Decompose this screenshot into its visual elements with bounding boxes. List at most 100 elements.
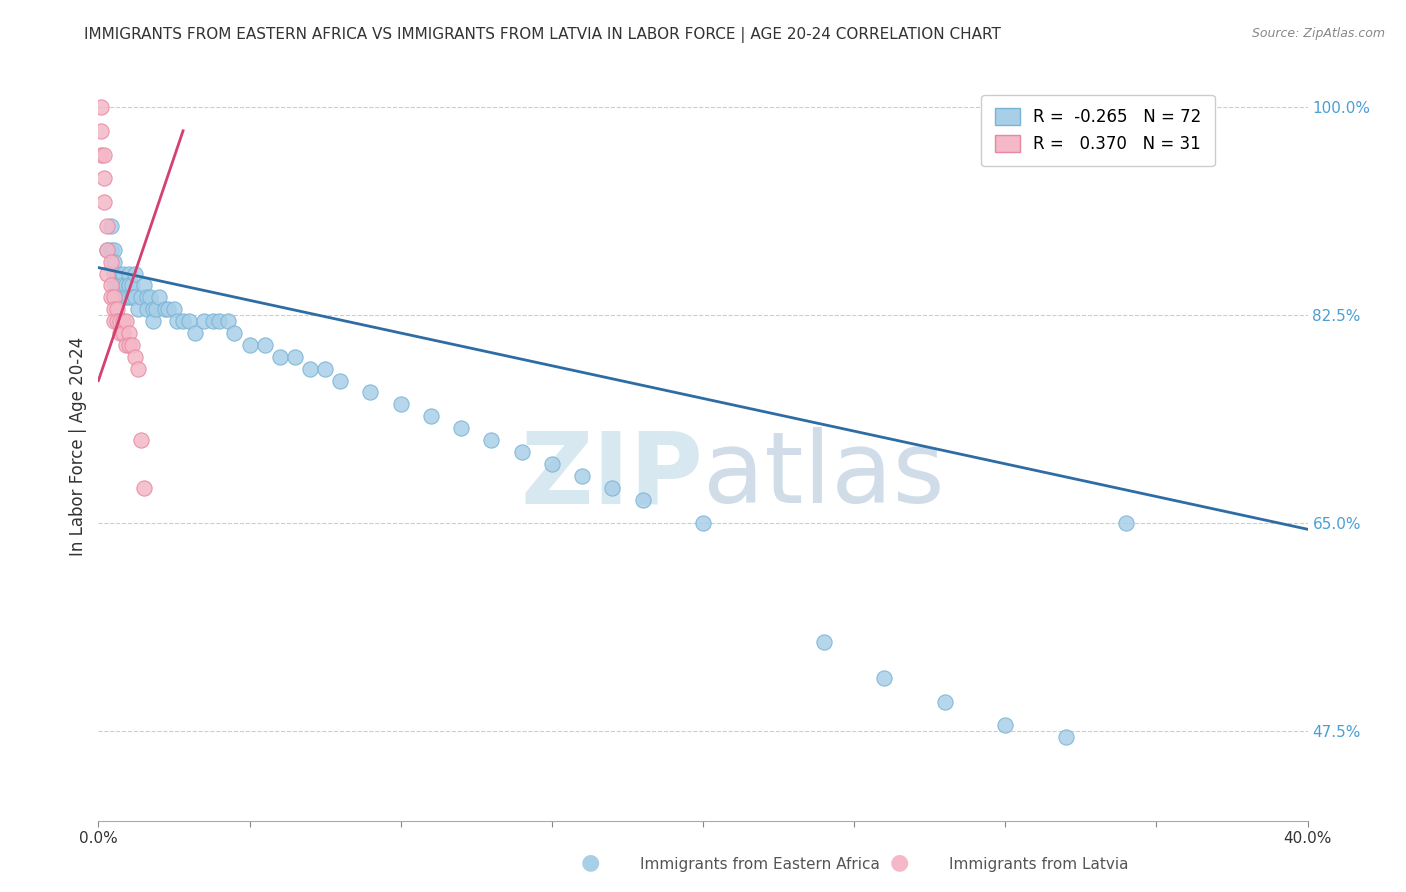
Point: [105, 290, 128, 304]
Point: [127, 361, 149, 376]
Point: [111, 314, 134, 328]
Point: [129, 290, 152, 304]
Point: [90, 100, 112, 114]
Point: [299, 361, 322, 376]
Point: [1115, 516, 1137, 531]
Point: [873, 671, 896, 685]
Point: [193, 314, 215, 328]
Point: [114, 290, 136, 304]
Point: [114, 338, 136, 352]
Point: [329, 374, 352, 388]
Point: [389, 397, 412, 411]
Y-axis label: In Labor Force | Age 20-24: In Labor Force | Age 20-24: [69, 336, 87, 556]
Point: [103, 267, 125, 281]
Point: [105, 302, 128, 317]
Point: [114, 278, 136, 293]
Point: [93, 171, 115, 186]
Point: [420, 409, 443, 424]
Point: [103, 243, 125, 257]
Point: [90, 147, 112, 161]
Point: [100, 290, 122, 304]
Point: [108, 278, 131, 293]
Point: [135, 302, 157, 317]
Point: [314, 361, 336, 376]
Text: ●: ●: [890, 853, 910, 872]
Point: [105, 314, 128, 328]
Point: [105, 267, 128, 281]
Point: [934, 695, 956, 709]
Point: [510, 445, 533, 459]
Point: [124, 267, 146, 281]
Point: [103, 290, 125, 304]
Point: [118, 278, 141, 293]
Point: [148, 290, 170, 304]
Point: [124, 350, 146, 364]
Point: [450, 421, 472, 435]
Point: [103, 278, 125, 293]
Text: IMMIGRANTS FROM EASTERN AFRICA VS IMMIGRANTS FROM LATVIA IN LABOR FORCE | AGE 20: IMMIGRANTS FROM EASTERN AFRICA VS IMMIGR…: [84, 27, 1001, 43]
Point: [93, 147, 115, 161]
Point: [118, 326, 141, 340]
Point: [96, 243, 118, 257]
Legend: R =  -0.265   N = 72, R =   0.370   N = 31: R = -0.265 N = 72, R = 0.370 N = 31: [981, 95, 1215, 166]
Point: [631, 492, 654, 507]
Point: [121, 278, 143, 293]
Point: [108, 326, 131, 340]
Point: [100, 254, 122, 268]
Point: [1054, 731, 1077, 745]
Point: [239, 338, 262, 352]
Point: [132, 481, 155, 495]
Point: [118, 290, 141, 304]
Point: [202, 314, 225, 328]
Point: [127, 302, 149, 317]
Text: ●: ●: [581, 853, 600, 872]
Point: [132, 278, 155, 293]
Point: [114, 314, 136, 328]
Point: [135, 290, 157, 304]
Point: [90, 124, 112, 138]
Point: [100, 219, 122, 233]
Point: [108, 278, 131, 293]
Point: [481, 433, 503, 447]
Point: [540, 457, 562, 471]
Point: [129, 433, 152, 447]
Point: [96, 219, 118, 233]
Point: [100, 278, 122, 293]
Point: [571, 468, 593, 483]
Point: [360, 385, 382, 400]
Point: [994, 718, 1017, 732]
Text: atlas: atlas: [703, 427, 945, 524]
Point: [172, 314, 194, 328]
Point: [111, 267, 134, 281]
Point: [108, 314, 131, 328]
Point: [111, 326, 134, 340]
Text: ZIP: ZIP: [520, 427, 703, 524]
Point: [142, 302, 165, 317]
Point: [166, 314, 188, 328]
Point: [121, 338, 143, 352]
Point: [145, 302, 167, 317]
Text: Immigrants from Eastern Africa: Immigrants from Eastern Africa: [640, 857, 880, 872]
Point: [105, 278, 128, 293]
Point: [121, 290, 143, 304]
Point: [96, 243, 118, 257]
Point: [111, 290, 134, 304]
Point: [103, 254, 125, 268]
Point: [153, 302, 176, 317]
Point: [692, 516, 714, 531]
Point: [124, 290, 146, 304]
Point: [118, 338, 141, 352]
Point: [269, 350, 291, 364]
Point: [217, 314, 239, 328]
Point: [602, 481, 624, 495]
Text: Source: ZipAtlas.com: Source: ZipAtlas.com: [1251, 27, 1385, 40]
Point: [118, 278, 141, 293]
Point: [103, 314, 125, 328]
Point: [224, 326, 246, 340]
Point: [118, 267, 141, 281]
Point: [139, 290, 162, 304]
Point: [142, 314, 165, 328]
Point: [253, 338, 276, 352]
Point: [284, 350, 307, 364]
Point: [163, 302, 186, 317]
